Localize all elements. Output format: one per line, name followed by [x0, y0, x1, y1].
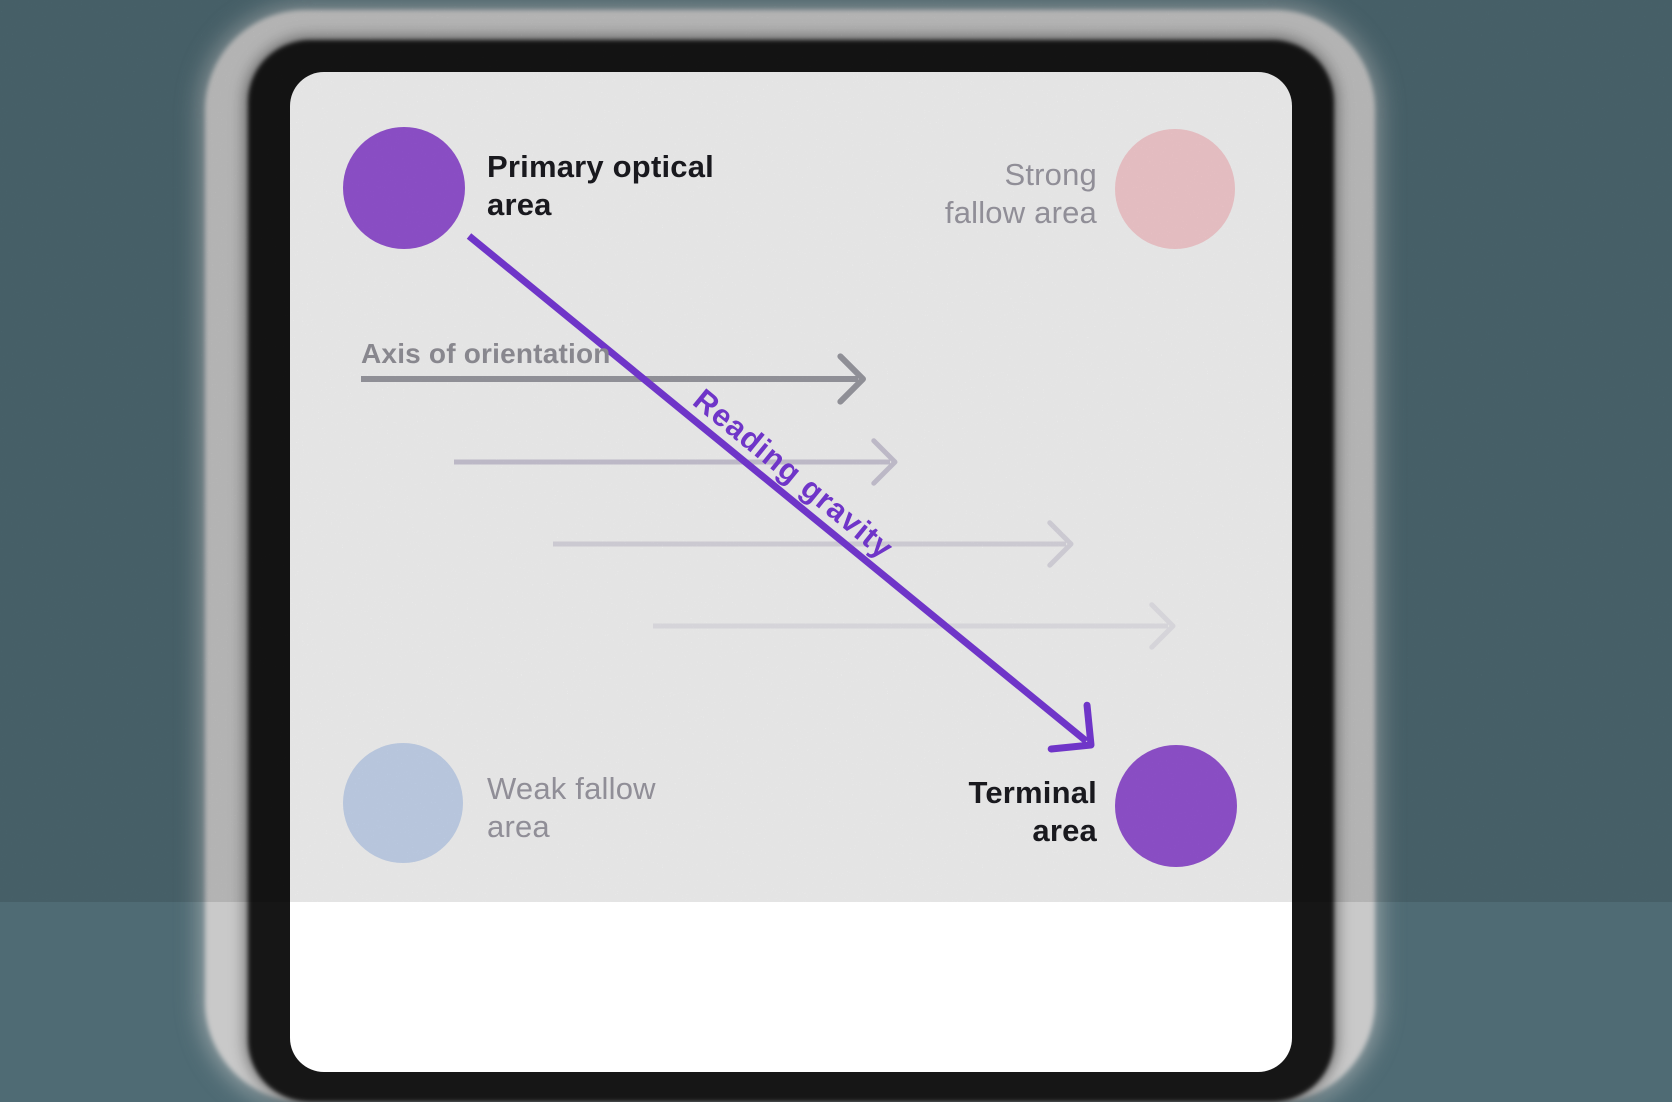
strong-fallow-label: Strong fallow area	[945, 156, 1097, 232]
label-line: fallow area	[944, 195, 1097, 230]
arrows-layer	[361, 233, 1176, 753]
diagram-card: Axis of orientation Reading gravity Prim…	[290, 72, 1292, 1072]
label-line: Weak fallow	[487, 771, 656, 806]
label-line: Strong	[1004, 157, 1097, 192]
label-line: area	[487, 187, 552, 222]
axis-of-orientation-label: Axis of orientation	[361, 338, 611, 369]
label-line: area	[1032, 813, 1097, 848]
reading-gravity-line	[466, 233, 1089, 744]
terminal-area-label: Terminal area	[968, 774, 1097, 850]
label-line: Terminal	[968, 775, 1097, 810]
label-line: area	[487, 809, 550, 844]
primary-optical-label: Primary optical area	[487, 148, 714, 224]
weak-fallow-label: Weak fallow area	[487, 770, 656, 846]
label-line: Primary optical	[487, 149, 714, 184]
